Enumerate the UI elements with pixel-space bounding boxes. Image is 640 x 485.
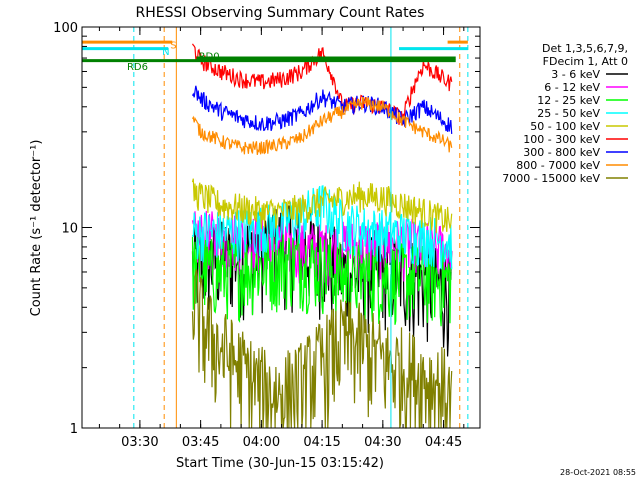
x-axis-label: Start Time (30-Jun-15 03:15:42) <box>176 456 384 471</box>
x-tick-label-4: 04:30 <box>364 435 401 450</box>
annotation-label-n: N <box>162 47 169 58</box>
x-tick-label-2: 04:00 <box>243 435 280 450</box>
legend-entry-label-3: 25 - 50 keV <box>537 107 600 120</box>
x-tick-label-5: 04:45 <box>425 435 462 450</box>
annotation-label-rd6: RD6 <box>127 62 148 73</box>
y-tick-label-2: 100 <box>53 21 78 36</box>
x-tick-label-3: 04:15 <box>303 435 340 450</box>
y-tick-label-0: 1 <box>70 422 78 437</box>
marker-lines-group: SN RD0 RD6 <box>82 27 469 428</box>
legend-entry-label-0: 3 - 6 keV <box>551 68 600 81</box>
legend-entry-label-7: 800 - 7000 keV <box>516 159 600 172</box>
legend-entry-label-4: 50 - 100 keV <box>530 120 600 133</box>
y-axis-label: Count Rate (s⁻¹ detector⁻¹) <box>29 140 44 317</box>
legend-header-1: FDecim 1, Att 0 <box>543 55 628 68</box>
x-tick-label-0: 03:30 <box>121 435 158 450</box>
legend: Det 1,3,5,6,7,9,FDecim 1, Att 03 - 6 keV… <box>502 42 628 185</box>
plot-data-group <box>191 43 453 429</box>
legend-entry-label-6: 300 - 800 keV <box>523 146 600 159</box>
legend-entry-label-2: 12 - 25 keV <box>537 94 600 107</box>
axes-group: 1 10 100 03:30 03:45 04:00 04:15 04:30 04:45 <box>53 21 480 450</box>
legend-header-0: Det 1,3,5,6,7,9, <box>542 42 628 55</box>
annotation-label-rd0: RD0 <box>199 52 220 63</box>
y-tick-label-1: 10 <box>61 222 78 237</box>
annotation-label-s: S <box>170 40 176 51</box>
series-line-2 <box>191 234 453 327</box>
timestamp-label: 28-Oct-2021 08:55 <box>560 468 636 477</box>
x-tick-label-1: 03:45 <box>182 435 219 450</box>
chart-title: RHESSI Observing Summary Count Rates <box>136 5 425 21</box>
legend-entry-label-1: 6 - 12 keV <box>544 81 600 94</box>
series-line-7 <box>191 96 453 156</box>
series-line-4 <box>191 178 453 234</box>
series-line-8 <box>191 269 453 429</box>
legend-entry-label-5: 100 - 300 keV <box>523 133 600 146</box>
legend-entry-label-8: 7000 - 15000 keV <box>502 172 600 185</box>
series-line-5 <box>191 43 453 126</box>
